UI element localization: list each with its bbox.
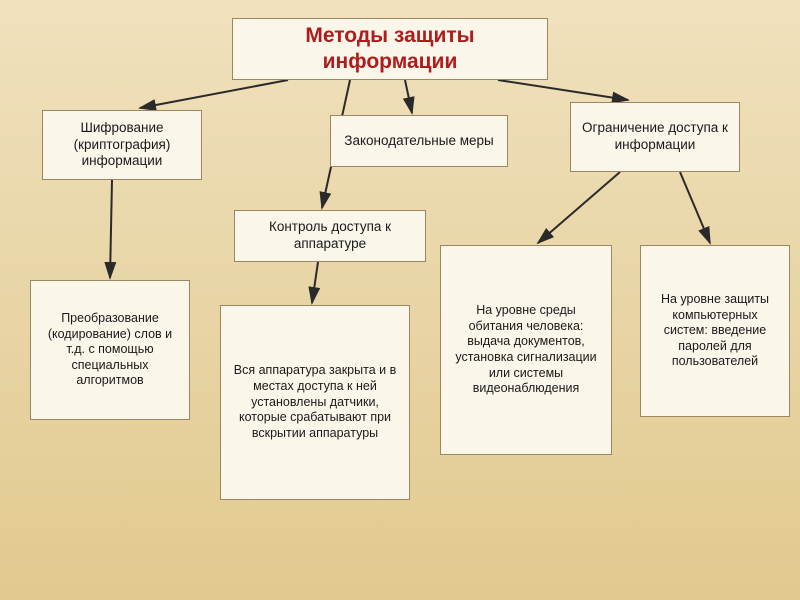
node-label: На уровне среды обитания человека: выдач… [449,303,603,397]
node-n3: Ограничение доступа к информации [570,102,740,172]
node-c3: На уровне среды обитания человека: выдач… [440,245,612,455]
node-label: На уровне защиты компьютерных систем: вв… [649,292,781,370]
node-c2: Вся аппаратура закрыта и в местах доступ… [220,305,410,500]
node-c1: Преобразование (кодирование) слов и т.д.… [30,280,190,420]
node-n4: Контроль доступа к аппаратуре [234,210,426,262]
node-n1: Шифрование (криптография) информации [42,110,202,180]
node-label: Контроль доступа к аппаратуре [243,219,417,253]
node-label: Методы защиты информации [241,23,539,76]
node-title: Методы защиты информации [232,18,548,80]
node-label: Преобразование (кодирование) слов и т.д.… [39,311,181,389]
node-label: Шифрование (криптография) информации [51,120,193,171]
node-label: Вся аппаратура закрыта и в местах доступ… [229,363,401,441]
node-label: Законодательные меры [344,133,493,150]
node-c4: На уровне защиты компьютерных систем: вв… [640,245,790,417]
node-label: Ограничение доступа к информации [579,120,731,154]
node-n2: Законодательные меры [330,115,508,167]
